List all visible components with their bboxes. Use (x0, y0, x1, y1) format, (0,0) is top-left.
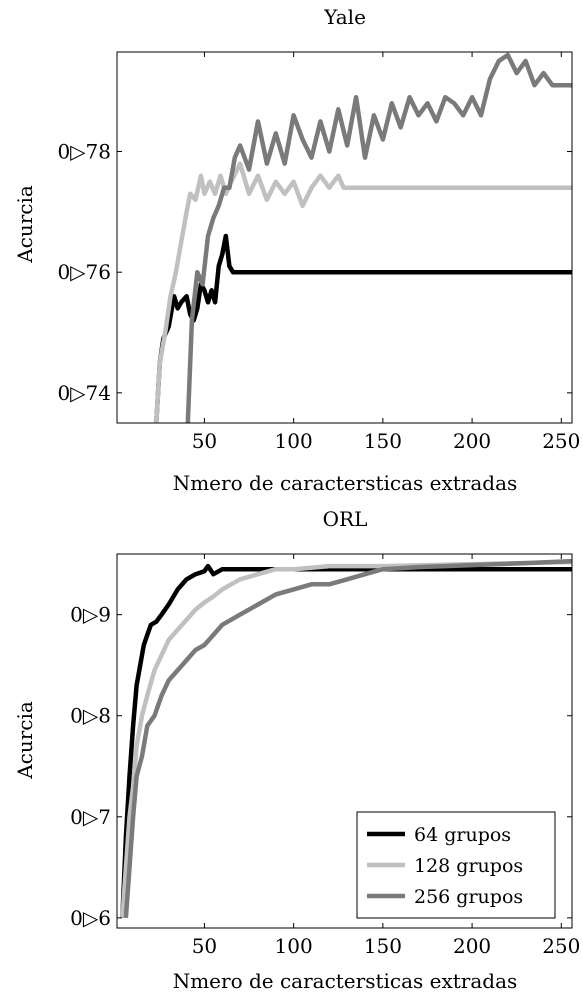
orl-series-line-1 (120, 559, 572, 919)
yale-chart: Yale Nmero de caractersticas extradas Ac… (13, 5, 580, 495)
orl-x-tick-label: 250 (542, 934, 580, 958)
yale-y-tick-label: 0▷78 (57, 140, 111, 164)
orl-x-tick-label: 50 (192, 934, 217, 958)
orl-legend-label: 64 grupos (414, 824, 511, 846)
orl-y-tick-label: 0▷9 (70, 603, 111, 627)
yale-series-line-2 (185, 52, 572, 423)
yale-series-line-0 (154, 233, 572, 423)
orl-y-tick-label: 0▷7 (70, 805, 111, 829)
yale-plot-area: 50 100 150 200 250 0▷74 0▷76 0▷78 (57, 51, 580, 453)
orl-chart: ORL Nmero de caractersticas extradas Acu… (13, 507, 580, 993)
orl-plot-area: 50 100 150 200 250 0▷6 0▷7 0▷8 0▷9 64 grupos 128 g… (70, 553, 580, 958)
yale-x-tick-label: 250 (542, 429, 580, 453)
yale-y-tick-label: 0▷76 (57, 260, 111, 284)
yale-series-group (154, 52, 572, 423)
yale-x-axis-label: Nmero de caractersticas extradas (173, 471, 518, 495)
yale-plot-frame (116, 51, 573, 424)
orl-series-line-2 (123, 558, 572, 919)
orl-y-tick-label: 0▷8 (70, 704, 111, 728)
orl-x-tick-label: 100 (275, 934, 313, 958)
orl-series-line-0 (120, 563, 572, 918)
yale-chart-title: Yale (323, 5, 366, 29)
yale-x-tick-label: 200 (453, 429, 491, 453)
orl-legend-label: 128 grupos (414, 855, 523, 877)
yale-y-axis-label: Acurcia (13, 185, 37, 264)
orl-x-tick-label: 200 (453, 934, 491, 958)
yale-y-tick-label: 0▷74 (57, 381, 111, 405)
yale-x-tick-label: 150 (364, 429, 402, 453)
orl-y-tick-label: 0▷6 (70, 906, 111, 930)
orl-x-axis-label: Nmero de caractersticas extradas (173, 969, 518, 993)
orl-series-group (120, 558, 572, 919)
yale-x-tick-label: 50 (192, 429, 217, 453)
orl-legend-label: 256 grupos (414, 886, 523, 908)
orl-y-axis-label: Acurcia (13, 701, 37, 780)
orl-plot-frame (116, 553, 573, 929)
orl-chart-title: ORL (323, 507, 368, 531)
yale-x-tick-label: 100 (275, 429, 313, 453)
orl-legend: 64 grupos 128 grupos 256 grupos (356, 811, 556, 919)
orl-x-tick-label: 150 (364, 934, 402, 958)
